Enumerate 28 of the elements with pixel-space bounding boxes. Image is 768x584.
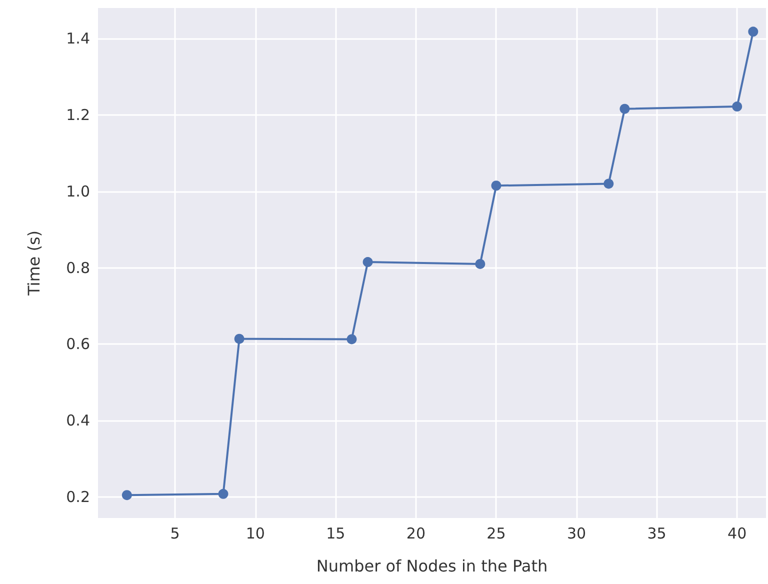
x-tick-label: 10 (246, 524, 265, 542)
point (732, 102, 742, 112)
x-axis-title: Number of Nodes in the Path (316, 556, 548, 576)
point (491, 180, 502, 191)
point (748, 26, 758, 37)
x-tick-label: 25 (486, 524, 506, 542)
x-tick-label: 5 (170, 524, 180, 542)
y-tick-label: 1.2 (66, 106, 90, 124)
point (475, 258, 486, 269)
y-tick-label: 0.8 (66, 258, 90, 277)
y-tick-label: 1.0 (66, 182, 90, 200)
point (346, 334, 357, 344)
y-tick-label: 0.2 (66, 488, 90, 506)
x-tick-label: 40 (728, 524, 747, 542)
x-tick-label: 15 (326, 524, 346, 542)
x-tick-label: 20 (406, 524, 426, 542)
point (362, 257, 373, 268)
point (122, 490, 132, 500)
x-tick-label: 30 (566, 524, 586, 542)
y-axis-title: Time (s) (24, 230, 44, 297)
x-tick-label: 35 (647, 524, 666, 542)
point (620, 104, 630, 114)
point (604, 178, 614, 189)
y-tick-label: 1.4 (66, 30, 90, 48)
point (234, 334, 244, 344)
y-tick-label: 0.4 (66, 412, 90, 430)
point (218, 488, 228, 499)
y-tick-label: 0.6 (66, 335, 90, 354)
